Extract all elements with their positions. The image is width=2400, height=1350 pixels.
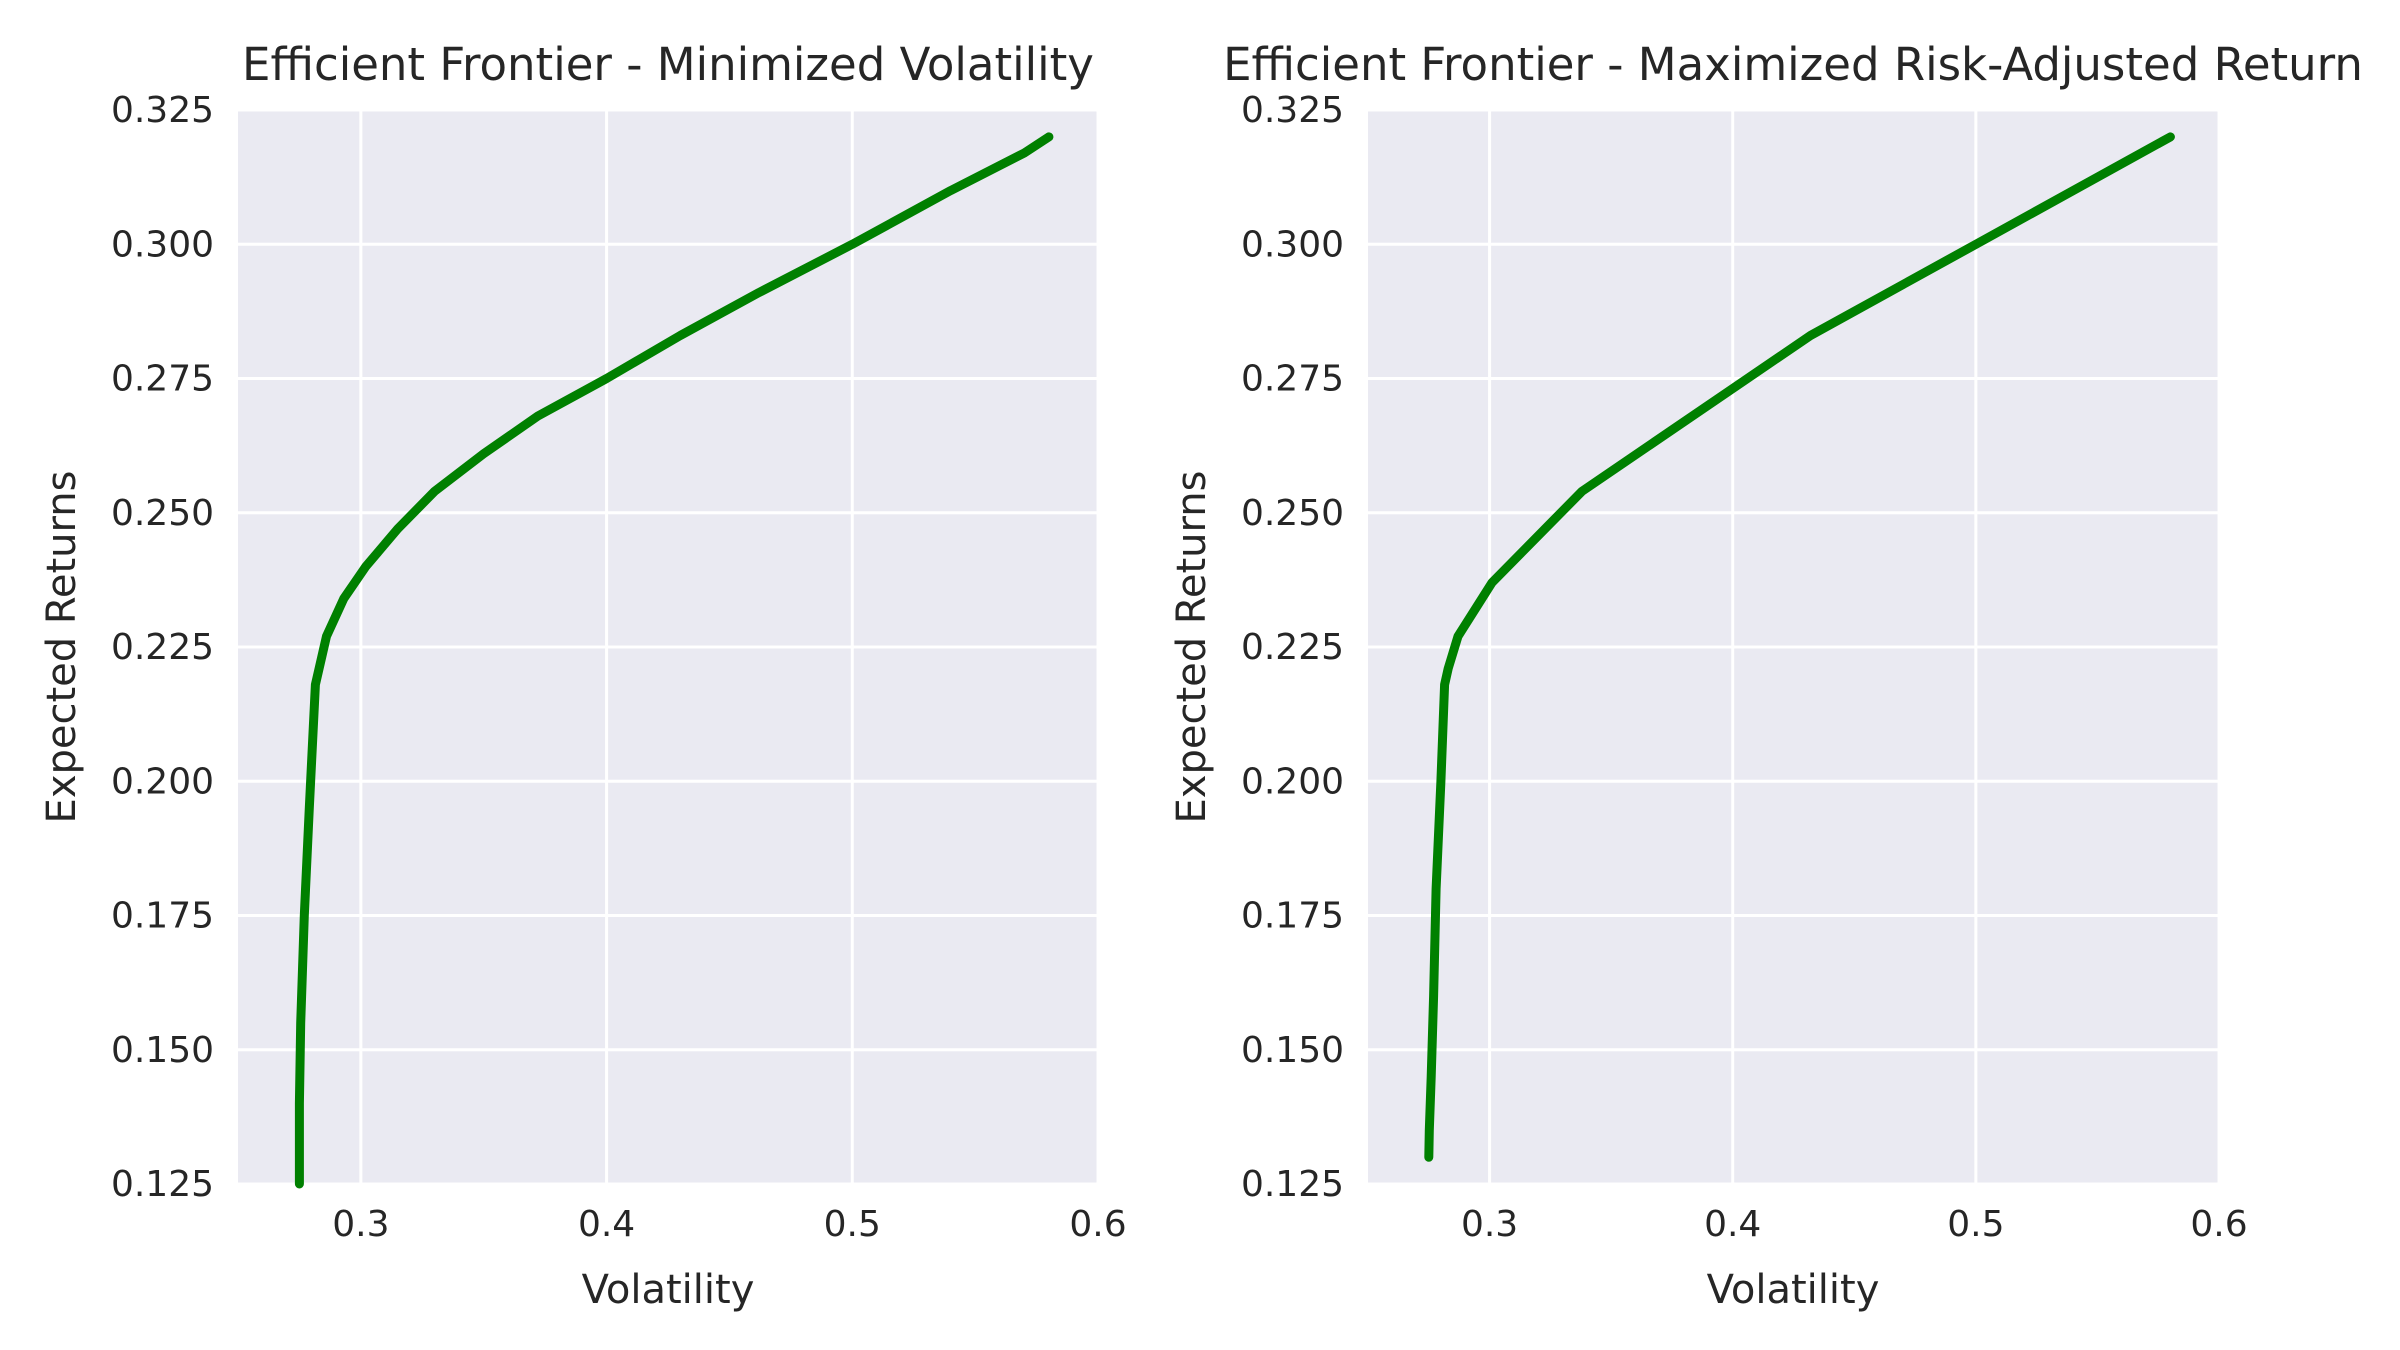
frontier-line bbox=[294, 132, 1054, 1189]
y-tick-label: 0.150 bbox=[111, 1030, 214, 1071]
y-tick-labels: 0.125 0.150 0.175 0.200 0.225 0.250 0.275 0.300… bbox=[111, 90, 214, 1205]
y-tick-label: 0.200 bbox=[111, 761, 214, 802]
y-tick-labels: 0.125 0.150 0.175 0.200 0.225 0.250 0.275 0.300… bbox=[1241, 90, 1344, 1205]
x-axis-label: Volatility bbox=[1707, 1267, 1880, 1313]
y-axis-label: Expected Returns bbox=[1169, 471, 1215, 824]
grid-lines bbox=[238, 108, 1100, 1186]
y-tick-label: 0.125 bbox=[111, 1164, 214, 1205]
series-layer bbox=[294, 132, 1054, 1189]
y-axis-label: Expected Returns bbox=[39, 471, 85, 824]
y-tick-label: 0.175 bbox=[111, 896, 214, 937]
chart-minimized-volatility: 0.3 0.4 0.5 0.6 0.1250.1500.1750.2000.2250.… bbox=[39, 38, 1127, 1313]
y-tick-label: 0.325 bbox=[111, 90, 214, 131]
series-layer bbox=[1424, 132, 2175, 1162]
x-tick-labels: 0.3 0.4 0.5 0.6 bbox=[332, 1204, 1126, 1245]
x-tick-label: 0.5 bbox=[1947, 1204, 2004, 1245]
y-tick-label: 0.275 bbox=[111, 359, 214, 400]
x-tick-label: 0.5 bbox=[824, 1204, 881, 1245]
y-tick-label: 0.150 bbox=[1241, 1030, 1344, 1071]
y-tick-label: 0.225 bbox=[1241, 627, 1344, 668]
x-tick-label: 0.3 bbox=[332, 1204, 389, 1245]
grid-lines bbox=[1368, 108, 2221, 1186]
chart-title: Efficient Frontier - Minimized Volatilit… bbox=[242, 38, 1094, 91]
y-tick-label: 0.300 bbox=[111, 224, 214, 265]
frontier-line bbox=[1424, 132, 2175, 1162]
chart-title: Efficient Frontier - Maximized Risk-Adju… bbox=[1223, 38, 2363, 91]
x-tick-label: 0.6 bbox=[2190, 1204, 2247, 1245]
y-tick-label: 0.250 bbox=[1241, 493, 1344, 534]
y-tick-label: 0.175 bbox=[1241, 896, 1344, 937]
x-tick-label: 0.4 bbox=[1704, 1204, 1761, 1245]
x-axis-label: Volatility bbox=[582, 1267, 755, 1313]
chart-maximized-risk-adjusted-return: 0.3 0.4 0.5 0.6 0.1250.1500.1750.2000.2250.… bbox=[1169, 38, 2363, 1313]
y-tick-label: 0.275 bbox=[1241, 359, 1344, 400]
x-tick-label: 0.3 bbox=[1461, 1204, 1518, 1245]
x-tick-labels: 0.3 0.4 0.5 0.6 bbox=[1461, 1204, 2248, 1245]
x-tick-label: 0.4 bbox=[578, 1204, 635, 1245]
y-tick-label: 0.300 bbox=[1241, 224, 1344, 265]
y-tick-label: 0.325 bbox=[1241, 90, 1344, 131]
y-tick-label: 0.200 bbox=[1241, 761, 1344, 802]
x-tick-label: 0.6 bbox=[1069, 1204, 1126, 1245]
y-tick-label: 0.225 bbox=[111, 627, 214, 668]
y-tick-label: 0.250 bbox=[111, 493, 214, 534]
y-tick-label: 0.125 bbox=[1241, 1164, 1344, 1205]
